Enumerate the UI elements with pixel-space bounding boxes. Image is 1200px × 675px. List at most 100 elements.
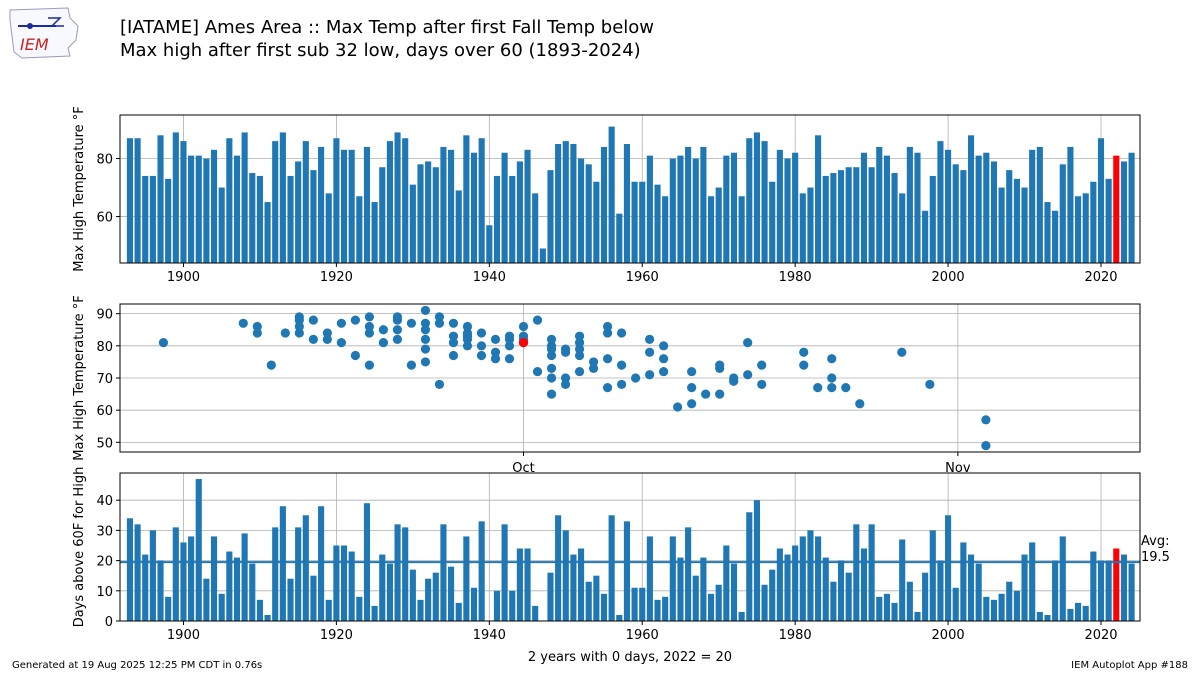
scatter-point xyxy=(560,344,571,354)
bar-1989 xyxy=(860,548,868,621)
bar-1908 xyxy=(241,533,248,621)
bar-2011 xyxy=(1029,542,1036,621)
bar-1918 xyxy=(318,506,325,621)
bar-1926 xyxy=(379,554,386,621)
scatter-point xyxy=(715,389,725,399)
bar-1954 xyxy=(593,575,600,621)
bar-1930 xyxy=(409,569,416,621)
bar-1927 xyxy=(386,563,393,621)
bar-1964 xyxy=(669,158,676,263)
axes-frame xyxy=(119,472,1141,622)
bar-1915 xyxy=(295,527,302,621)
bar-1983 xyxy=(815,135,822,263)
bar-1961 xyxy=(646,155,653,263)
scatter-point xyxy=(266,360,276,370)
scatter-point xyxy=(490,347,501,357)
bar-1906 xyxy=(226,551,233,621)
bar-1959 xyxy=(631,587,638,621)
scatter-point xyxy=(659,354,669,364)
scatter-point xyxy=(476,350,487,361)
bar-1899 xyxy=(172,132,179,263)
bar-1949 xyxy=(555,144,562,263)
bar-1969 xyxy=(707,196,715,263)
bar-1994 xyxy=(899,539,906,621)
bar-1924 xyxy=(363,146,371,263)
y-tick-label: 10 xyxy=(96,585,113,600)
bar-2008 xyxy=(1006,170,1013,263)
scatter-point xyxy=(546,373,557,383)
bar-2024 xyxy=(1128,152,1135,263)
bar-1900 xyxy=(180,141,187,263)
bar-1923 xyxy=(356,196,363,263)
bar-1978 xyxy=(776,149,783,263)
bar-1894 xyxy=(134,138,141,263)
axes-frame xyxy=(119,114,1141,264)
bar-1895 xyxy=(142,175,149,263)
scatter-point xyxy=(743,338,753,348)
scatter-point xyxy=(602,328,613,338)
bar-1970 xyxy=(715,187,722,263)
bar-1961 xyxy=(646,536,653,621)
bar-1932 xyxy=(425,578,432,621)
bar-1998 xyxy=(929,530,936,621)
bar-1896 xyxy=(149,175,156,263)
scatter-point xyxy=(420,318,431,328)
bar-2019 xyxy=(1090,181,1097,263)
scatter-point xyxy=(350,350,360,361)
scatter-point xyxy=(294,315,304,325)
bar-2003 xyxy=(967,554,975,621)
scatter-point xyxy=(406,360,417,370)
scatter-point xyxy=(392,312,403,322)
bar-1968 xyxy=(700,557,707,621)
bar-1962 xyxy=(654,184,661,263)
bar-1958 xyxy=(623,144,630,263)
bar-2013 xyxy=(1044,202,1051,263)
bar-1936 xyxy=(455,602,462,621)
bar-1972 xyxy=(730,563,738,621)
scatter-point xyxy=(560,379,571,390)
bar-2017 xyxy=(1075,196,1082,263)
bar-1918 xyxy=(318,146,325,263)
bar-1992 xyxy=(883,155,890,263)
bar-1912 xyxy=(272,527,279,621)
bar-1901 xyxy=(188,536,195,621)
scatter-point xyxy=(322,334,332,344)
bar-1956 xyxy=(608,126,615,263)
bar-1973 xyxy=(738,196,745,263)
bar-1913 xyxy=(279,132,286,263)
average-label: Avg: xyxy=(1141,534,1169,549)
x-tick-label: 1980 xyxy=(779,270,812,285)
scatter-point xyxy=(252,321,262,332)
bar-1986 xyxy=(837,560,845,621)
bar-1955 xyxy=(600,146,608,263)
bar-2012 xyxy=(1036,611,1043,621)
bar-1893 xyxy=(126,518,133,621)
bar-1946 xyxy=(532,193,539,263)
footer-app-label: IEM Autoplot App #188 xyxy=(1071,660,1188,671)
bar-2022 xyxy=(1113,548,1120,621)
bar-1965 xyxy=(677,155,684,263)
scatter-point xyxy=(574,331,585,341)
scatter-point xyxy=(673,402,683,412)
x-tick-label: 1980 xyxy=(779,628,812,643)
bar-1926 xyxy=(379,167,386,263)
bar-1943 xyxy=(509,175,516,263)
x-tick-label: 1920 xyxy=(320,628,353,643)
bar-2006 xyxy=(990,161,998,263)
scatter-point xyxy=(588,363,599,373)
bar-1898 xyxy=(165,178,172,263)
bar-1995 xyxy=(906,581,913,621)
bar-1947 xyxy=(539,248,546,263)
scatter-point xyxy=(546,341,557,351)
bar-1993 xyxy=(891,602,898,621)
bar-1957 xyxy=(616,213,623,263)
bar-2000 xyxy=(945,515,952,621)
bar-1945 xyxy=(524,149,531,263)
bar-1921 xyxy=(340,149,348,263)
bar-1925 xyxy=(371,202,378,263)
scatter-point xyxy=(827,354,837,364)
bar-2017 xyxy=(1075,602,1082,621)
scatter-point xyxy=(532,366,543,377)
x-tick-label: 1920 xyxy=(320,270,353,285)
bar-1911 xyxy=(264,614,271,621)
